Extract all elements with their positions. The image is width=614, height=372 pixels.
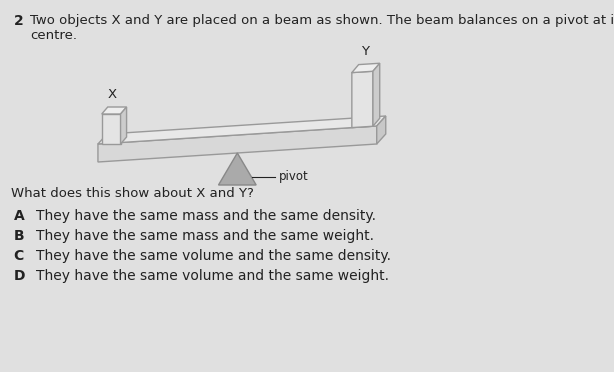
Text: What does this show about X and Y?: What does this show about X and Y? <box>11 187 254 200</box>
Polygon shape <box>98 116 386 144</box>
Text: B: B <box>14 229 24 243</box>
Polygon shape <box>219 153 256 185</box>
Text: 2: 2 <box>14 14 23 28</box>
Polygon shape <box>377 116 386 144</box>
Text: X: X <box>107 88 117 101</box>
Polygon shape <box>120 107 126 144</box>
Text: They have the same volume and the same density.: They have the same volume and the same d… <box>36 249 391 263</box>
Polygon shape <box>102 114 120 144</box>
Text: They have the same volume and the same weight.: They have the same volume and the same w… <box>36 269 389 283</box>
Text: They have the same mass and the same density.: They have the same mass and the same den… <box>36 209 376 223</box>
Text: C: C <box>14 249 24 263</box>
Text: Two objects X and Y are placed on a beam as shown. The beam balances on a pivot : Two objects X and Y are placed on a beam… <box>30 14 614 27</box>
Text: A: A <box>14 209 25 223</box>
Text: centre.: centre. <box>30 29 77 42</box>
Polygon shape <box>373 63 379 126</box>
Text: pivot: pivot <box>279 170 308 183</box>
Text: Y: Y <box>362 45 370 58</box>
Polygon shape <box>102 107 126 114</box>
Text: They have the same mass and the same weight.: They have the same mass and the same wei… <box>36 229 374 243</box>
Polygon shape <box>352 71 373 128</box>
Polygon shape <box>98 126 377 162</box>
Polygon shape <box>352 63 379 73</box>
Text: D: D <box>14 269 25 283</box>
